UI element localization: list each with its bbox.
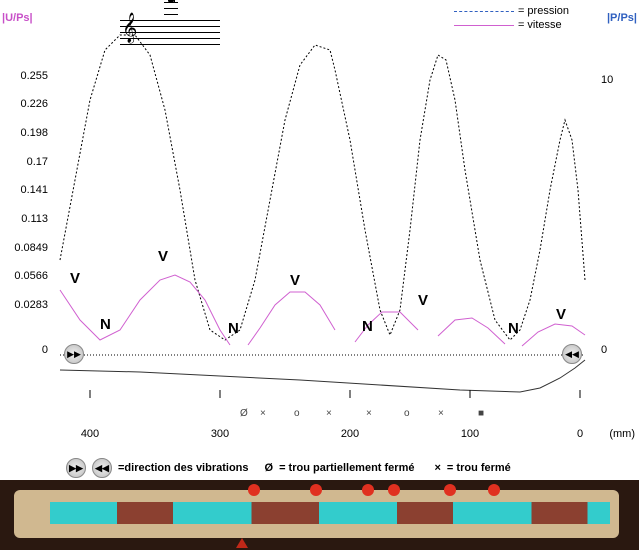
hole-marks-row: Ø × o × × o × ■ xyxy=(60,408,585,422)
hole-mark: ■ xyxy=(478,408,484,419)
hole-mark: × xyxy=(326,408,332,419)
direction-label: =direction des vibrations xyxy=(118,462,249,474)
plot-region xyxy=(60,30,585,355)
partial-label: = trou partiellement fermé xyxy=(279,462,414,474)
antinode-label: V xyxy=(418,292,428,309)
y-left-axis-label: |U/Ps| xyxy=(2,12,33,24)
play-back-icon[interactable]: ◀◀ xyxy=(92,458,112,478)
hole-mark: Ø xyxy=(240,408,248,419)
pression-series xyxy=(60,35,585,340)
chart-area: |U/Ps| |P/Ps| = pression = vitesse 𝄞 0.2… xyxy=(0,0,639,450)
y-right-tick: 10 xyxy=(601,74,631,86)
antinode-label: V xyxy=(70,270,80,287)
y-left-tick: 0 xyxy=(8,344,48,356)
node-label: N xyxy=(228,320,239,337)
play-forward-icon[interactable]: ▶▶ xyxy=(66,458,86,478)
closed-label: = trou fermé xyxy=(447,462,511,474)
node-label: N xyxy=(508,320,519,337)
pression-label: = pression xyxy=(518,5,569,17)
y-left-tick: 0.17 xyxy=(8,156,48,168)
flute-bore xyxy=(50,502,610,524)
hole-mark: × xyxy=(366,408,372,419)
flute-head xyxy=(14,500,54,526)
y-left-tick: 0.113 xyxy=(8,213,48,225)
y-left-tick: 0.141 xyxy=(8,184,48,196)
x-tick: 100 xyxy=(450,428,490,440)
y-left-tick: 0.226 xyxy=(8,98,48,110)
flute-hole xyxy=(310,484,322,496)
play-back-button[interactable]: ◀◀ xyxy=(562,344,582,364)
x-tick: 200 xyxy=(330,428,370,440)
hole-mark: o xyxy=(404,408,410,419)
flute-hole xyxy=(388,484,400,496)
bottom-legend: ▶▶ ◀◀ =direction des vibrations Ø = trou… xyxy=(66,458,626,478)
x-tick: 0 xyxy=(560,428,600,440)
y-left-tick: 0.0849 xyxy=(8,242,48,254)
x-tick: 400 xyxy=(70,428,110,440)
vitesse-swatch xyxy=(454,25,514,26)
antinode-label: V xyxy=(556,306,566,323)
x-axis-unit: (mm) xyxy=(609,428,635,440)
flute-hole xyxy=(488,484,500,496)
pression-swatch xyxy=(454,11,514,12)
node-label: N xyxy=(100,316,111,333)
flute-hole xyxy=(248,484,260,496)
partial-symbol: Ø xyxy=(265,462,274,474)
node-label: N xyxy=(362,318,373,335)
antinode-label: V xyxy=(158,248,168,265)
y-right-axis-label: |P/Ps| xyxy=(607,12,637,24)
x-tick: 300 xyxy=(200,428,240,440)
y-left-tick: 0.0566 xyxy=(8,270,48,282)
y-right-tick: 0 xyxy=(601,344,631,356)
flute-hole xyxy=(444,484,456,496)
flute-hole xyxy=(362,484,374,496)
y-left-tick: 0.0283 xyxy=(8,299,48,311)
bore-profile xyxy=(60,360,585,392)
play-forward-button[interactable]: ▶▶ xyxy=(64,344,84,364)
hole-mark: × xyxy=(438,408,444,419)
flute-image xyxy=(0,480,639,550)
hole-mark: o xyxy=(294,408,300,419)
y-left-tick: 0.198 xyxy=(8,127,48,139)
closed-symbol: × xyxy=(434,462,440,474)
antinode-label: V xyxy=(290,272,300,289)
hole-mark: × xyxy=(260,408,266,419)
indicator-triangle xyxy=(236,538,248,548)
series-legend: = pression = vitesse xyxy=(454,4,569,32)
y-left-tick: 0.255 xyxy=(8,70,48,82)
